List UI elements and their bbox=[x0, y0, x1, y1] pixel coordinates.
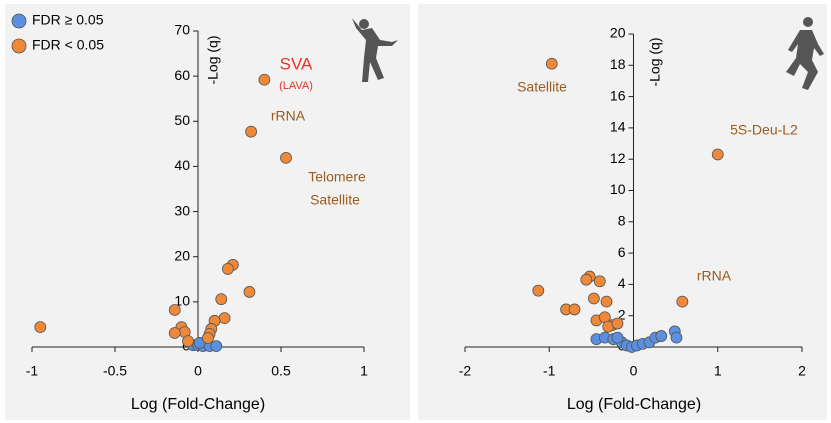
data-point bbox=[676, 295, 689, 308]
data-point bbox=[568, 303, 581, 316]
annotation: SVA bbox=[280, 54, 313, 73]
y-axis-label: -Log (q) bbox=[205, 35, 221, 84]
y-tick-label: 16 bbox=[610, 87, 626, 103]
annotation: Telomere bbox=[308, 169, 366, 185]
y-tick-label: 10 bbox=[610, 181, 626, 197]
y-tick-label: 40 bbox=[174, 157, 190, 173]
data-point bbox=[532, 284, 545, 297]
data-point bbox=[545, 57, 558, 70]
x-tick-label: 1 bbox=[714, 363, 722, 379]
y-tick-label: 50 bbox=[174, 112, 190, 128]
y-tick-label: 4 bbox=[618, 275, 626, 291]
y-tick-label: 14 bbox=[610, 119, 626, 135]
data-point bbox=[245, 125, 258, 138]
y-tick-label: 18 bbox=[610, 56, 626, 72]
x-tick-label: -0.5 bbox=[103, 363, 127, 379]
legend-marker bbox=[11, 38, 27, 54]
silhouette-dancer bbox=[352, 18, 398, 82]
data-point bbox=[221, 263, 234, 275]
data-point bbox=[34, 321, 47, 334]
x-tick-label: 0 bbox=[194, 363, 202, 379]
data-point bbox=[580, 273, 593, 286]
y-tick-label: 12 bbox=[610, 150, 626, 166]
x-tick-label: 0.5 bbox=[271, 363, 291, 379]
x-tick-label: 2 bbox=[798, 363, 806, 379]
x-tick-label: 1 bbox=[360, 363, 368, 379]
data-point bbox=[280, 151, 292, 164]
data-point bbox=[168, 327, 181, 339]
annotation: 5S-Deu-L2 bbox=[730, 122, 798, 138]
data-point bbox=[218, 312, 231, 325]
y-tick-label: 20 bbox=[610, 25, 626, 41]
y-tick-label: 70 bbox=[174, 22, 190, 38]
data-point bbox=[243, 286, 256, 298]
y-tick-label: 8 bbox=[618, 213, 626, 229]
x-axis-label: Log (Fold-Change) bbox=[567, 396, 701, 413]
data-point bbox=[611, 331, 624, 344]
legend-marker bbox=[11, 13, 27, 29]
annotation: rRNA bbox=[271, 108, 306, 124]
x-axis-label: Log (Fold-Change) bbox=[131, 396, 265, 413]
x-tick-label: -2 bbox=[459, 363, 472, 379]
silhouette-runner bbox=[786, 17, 824, 90]
data-point bbox=[168, 304, 181, 316]
y-tick-label: 60 bbox=[174, 67, 190, 83]
x-tick-label: -1 bbox=[26, 363, 39, 379]
annotation: rRNA bbox=[697, 268, 732, 284]
data-point bbox=[215, 293, 228, 306]
data-point bbox=[202, 332, 214, 344]
annotation: Satellite bbox=[310, 192, 360, 208]
annotation: (LAVA) bbox=[279, 80, 313, 92]
x-tick-label: -1 bbox=[543, 363, 556, 379]
data-point bbox=[588, 292, 600, 305]
x-tick-label: 0 bbox=[630, 363, 638, 379]
data-point bbox=[711, 148, 724, 161]
y-tick-label: 30 bbox=[174, 202, 190, 218]
data-point bbox=[593, 275, 606, 288]
y-tick-label: 2 bbox=[618, 306, 626, 322]
data-point bbox=[655, 330, 668, 342]
data-point bbox=[600, 295, 613, 308]
y-axis-label: -Log (q) bbox=[647, 37, 663, 86]
data-point bbox=[258, 73, 271, 86]
y-tick-label: 20 bbox=[174, 247, 190, 263]
data-point bbox=[210, 340, 223, 352]
annotation: Satellite bbox=[517, 79, 567, 95]
panel-background bbox=[418, 4, 827, 420]
legend-label: FDR ≥ 0.05 bbox=[32, 12, 104, 28]
y-tick-label: 10 bbox=[174, 293, 190, 309]
data-point bbox=[611, 317, 624, 330]
legend-label: FDR < 0.05 bbox=[32, 37, 104, 53]
y-tick-label: 6 bbox=[618, 244, 626, 260]
data-point bbox=[182, 335, 194, 348]
data-point bbox=[670, 331, 683, 344]
